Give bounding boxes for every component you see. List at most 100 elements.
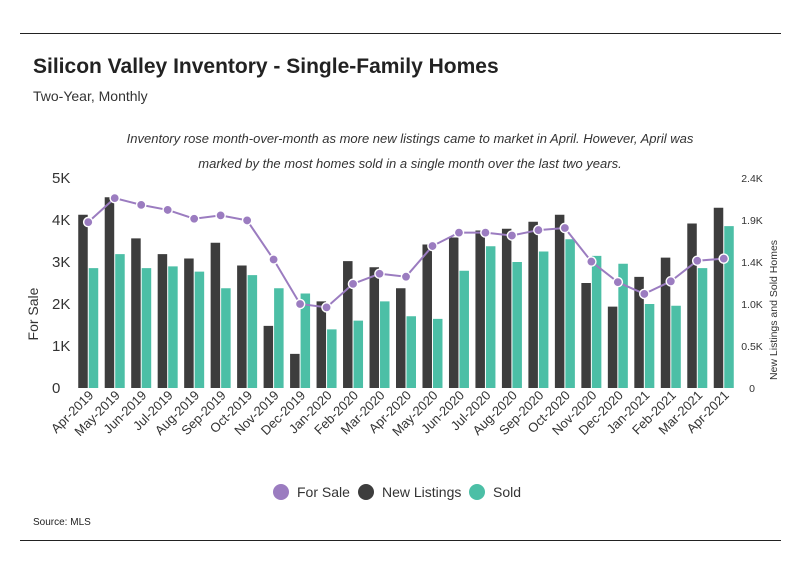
for-sale-point (109, 192, 121, 204)
legend-label-0: For Sale (297, 484, 350, 500)
new-listings-bar (210, 242, 221, 388)
for-sale-point (321, 302, 332, 313)
new-listings-bar (554, 214, 565, 388)
new-listings-bar (396, 288, 406, 388)
new-listings-bar (687, 223, 697, 388)
sold-bar (194, 271, 205, 388)
sold-bar (327, 329, 337, 388)
new-listings-bar (369, 267, 380, 388)
left-tick-label: 1K (52, 338, 70, 355)
for-sale-point (691, 255, 703, 267)
sold-bar (274, 288, 284, 388)
legend-swatch-2 (469, 484, 485, 500)
top-rule (20, 33, 781, 34)
for-sale-point (612, 276, 624, 288)
sold-bar (380, 301, 390, 388)
sold-bar (671, 305, 681, 388)
new-listings-bar (448, 237, 459, 388)
bottom-rule (20, 540, 781, 541)
for-sale-point (215, 210, 226, 221)
right-tick-label: 1.4K (741, 257, 763, 269)
sold-bar (565, 239, 575, 388)
chart-annotation: Inventory rose month-over-month as more … (110, 126, 710, 176)
for-sale-line (87, 197, 724, 309)
left-tick-label: 5K (52, 170, 70, 187)
for-sale-point (665, 276, 677, 287)
chart-title: Silicon Valley Inventory - Single-Family… (33, 55, 499, 78)
new-listings-bar (475, 230, 485, 388)
new-listings-bar (607, 306, 618, 388)
new-listings-bar (581, 283, 591, 388)
for-sale-point (480, 227, 491, 238)
right-tick-label: 0.5K (741, 341, 763, 353)
new-listings-bar (263, 325, 274, 388)
for-sale-point (718, 253, 730, 264)
source-note: Source: MLS (33, 517, 91, 528)
legend-swatch-1 (358, 484, 374, 500)
for-sale-point (427, 240, 438, 252)
sold-bar (221, 288, 231, 388)
annotation-line-1: Inventory rose month-over-month as more … (126, 131, 694, 146)
sold-bar (115, 254, 125, 388)
new-listings-bar (634, 276, 644, 388)
new-listings-bar (343, 261, 353, 388)
new-listings-bar (528, 221, 538, 388)
sold-bar (406, 316, 416, 388)
sold-bar (432, 318, 443, 388)
legend-label-1: New Listings (382, 484, 461, 500)
sold-bar (512, 262, 522, 388)
right-tick-label: 1.9K (741, 215, 763, 227)
new-listings-bar (157, 254, 168, 388)
left-tick-label: 2K (52, 296, 70, 313)
for-sale-point (639, 288, 650, 300)
for-sale-point (374, 268, 385, 280)
new-listings-bar (422, 244, 432, 388)
right-tick-label: 1.0K (741, 299, 763, 311)
sold-bar (724, 226, 734, 388)
right-tick-label: 0 (749, 383, 755, 395)
new-listings-bar (316, 301, 327, 388)
sold-bar (697, 268, 708, 388)
sold-bar (353, 320, 364, 388)
right-tick-label: 2.4K (741, 173, 763, 185)
new-listings-bar (660, 257, 671, 388)
for-sale-point (188, 213, 200, 225)
new-listings-bar (131, 238, 141, 388)
chart-subtitle: Two-Year, Monthly (33, 88, 148, 104)
new-listings-bar (290, 353, 300, 388)
for-sale-point (268, 254, 279, 265)
sold-bar (644, 304, 655, 388)
new-listings-bar (501, 228, 512, 388)
for-sale-point (82, 216, 94, 228)
new-listings-bar (184, 258, 194, 388)
sold-bar (485, 246, 496, 388)
for-sale-point (162, 204, 173, 216)
new-listings-bar (713, 207, 724, 388)
for-sale-point (400, 271, 412, 283)
for-sale-point (453, 227, 465, 238)
sold-bar (168, 266, 178, 388)
for-sale-point (294, 298, 306, 310)
sold-bar (591, 255, 602, 388)
left-axis-title: For Sale (25, 287, 41, 340)
left-tick-label: 4K (52, 212, 70, 229)
sold-bar (538, 251, 549, 388)
new-listings-bar (104, 197, 115, 388)
legend-label-2: Sold (493, 484, 521, 500)
annotation-line-2: marked by the most homes sold in a singl… (198, 156, 622, 171)
for-sale-point (559, 222, 571, 234)
sold-bar (459, 270, 469, 388)
for-sale-point (135, 199, 147, 211)
for-sale-point (586, 256, 597, 267)
right-axis-title: New Listings and Sold Homes (768, 240, 780, 380)
sold-bar (88, 268, 99, 388)
sold-bar (141, 268, 152, 388)
sold-bar (300, 293, 311, 388)
for-sale-point (533, 224, 544, 236)
for-sale-point (506, 230, 518, 241)
for-sale-point (241, 215, 253, 226)
sold-bar (618, 263, 628, 388)
sold-bar (247, 275, 258, 388)
legend-swatch-0 (273, 484, 289, 500)
